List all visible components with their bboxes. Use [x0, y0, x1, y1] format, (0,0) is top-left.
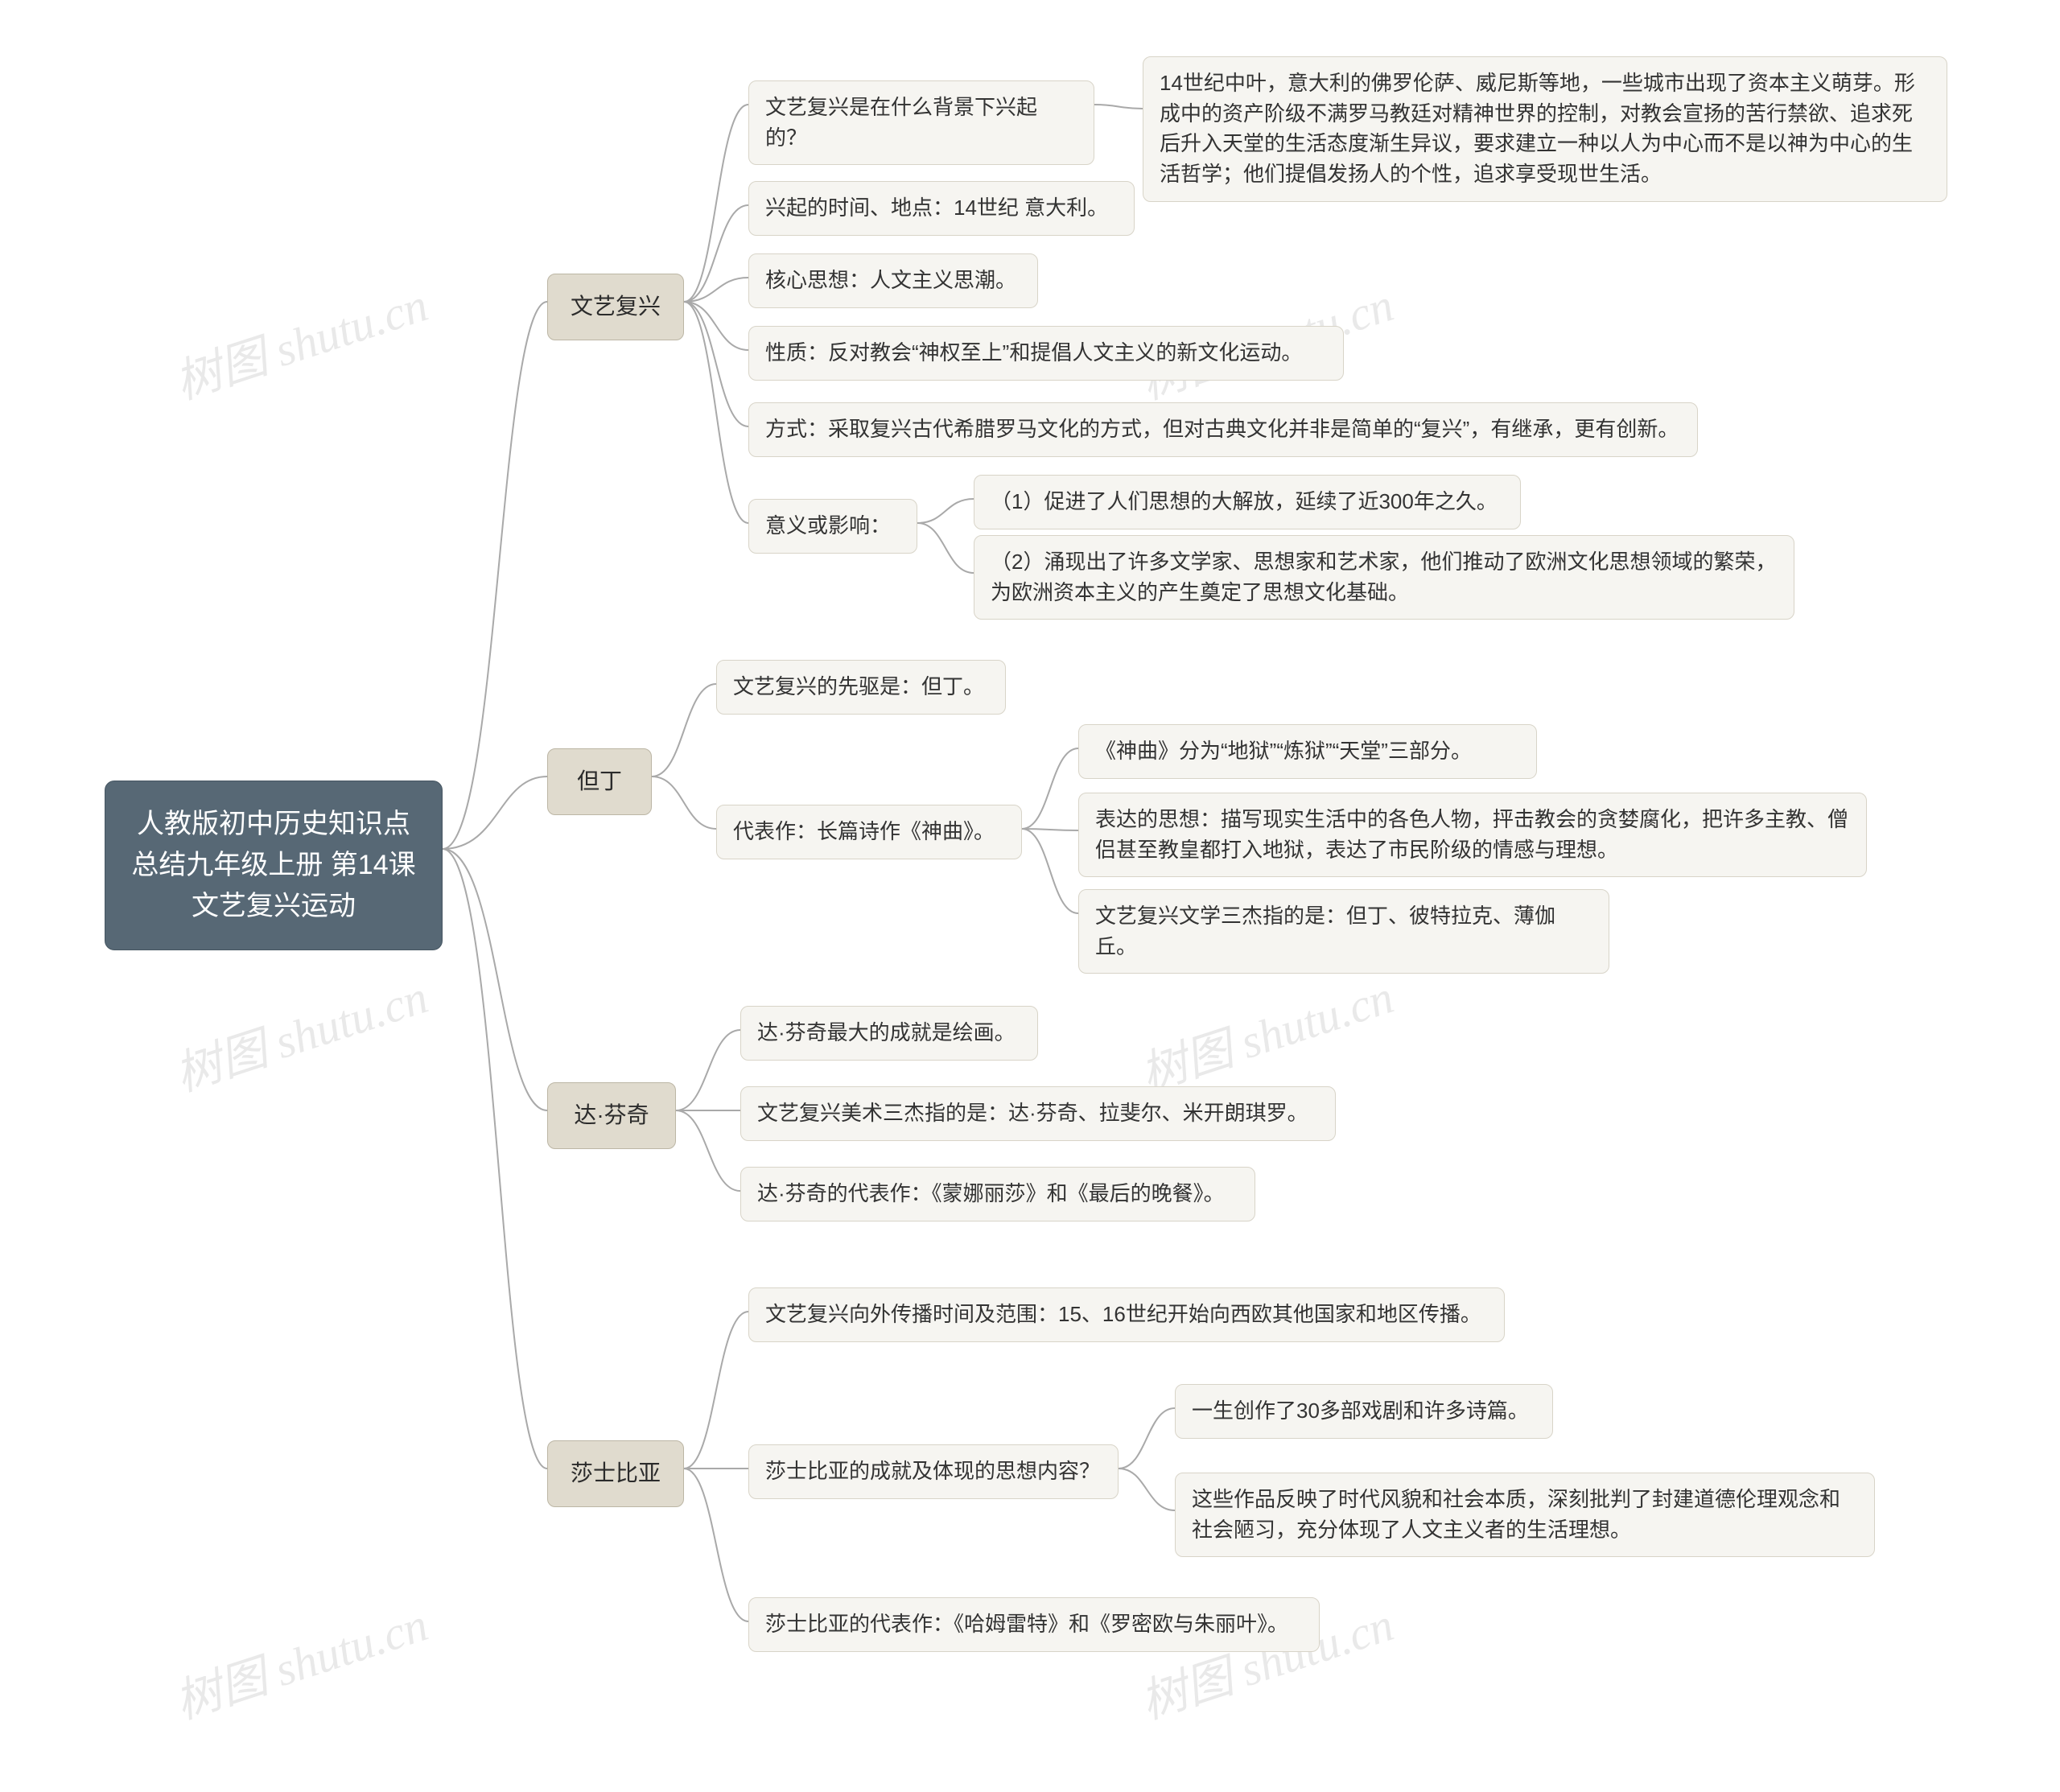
leaf-b1c3: 核心思想：人文主义思潮。 — [748, 253, 1038, 308]
leaf-b2c1: 文艺复兴的先驱是：但丁。 — [716, 660, 1006, 715]
leaf-b2c2b: 表达的思想：描写现实生活中的各色人物，抨击教会的贪婪腐化，把许多主教、僧侣甚至教… — [1078, 793, 1867, 877]
leaf-b4c3: 莎士比亚的代表作：《哈姆雷特》和《罗密欧与朱丽叶》。 — [748, 1597, 1320, 1652]
leaf-b4c2a: 一生创作了30多部戏剧和许多诗篇。 — [1175, 1384, 1553, 1439]
branch-shakespeare: 莎士比亚 — [547, 1440, 684, 1507]
leaf-b1c5: 方式：采取复兴古代希腊罗马文化的方式，但对古典文化并非是简单的“复兴”，有继承，… — [748, 402, 1698, 457]
leaf-b3c3: 达·芬奇的代表作：《蒙娜丽莎》和《最后的晚餐》。 — [740, 1167, 1255, 1221]
leaf-b1c6a: （1）促进了人们思想的大解放，延续了近300年之久。 — [974, 475, 1521, 529]
leaf-b2c2a: 《神曲》分为“地狱”“炼狱”“天堂”三部分。 — [1078, 724, 1537, 779]
branch-renaissance: 文艺复兴 — [547, 274, 684, 340]
leaf-b2c2: 代表作：长篇诗作《神曲》。 — [716, 805, 1022, 859]
branch-dante: 但丁 — [547, 748, 652, 815]
leaf-b1c6b: （2）涌现出了许多文学家、思想家和艺术家，他们推动了欧洲文化思想领域的繁荣，为欧… — [974, 535, 1794, 620]
branch-davinci: 达·芬奇 — [547, 1082, 676, 1149]
leaf-b1c1: 文艺复兴是在什么背景下兴起的？ — [748, 80, 1094, 165]
leaf-b4c2: 莎士比亚的成就及体现的思想内容？ — [748, 1444, 1119, 1499]
root-node: 人教版初中历史知识点总结九年级上册 第14课 文艺复兴运动 — [105, 781, 443, 950]
leaf-b2c2c: 文艺复兴文学三杰指的是：但丁、彼特拉克、薄伽丘。 — [1078, 889, 1609, 974]
leaf-b4c1: 文艺复兴向外传播时间及范围：15、16世纪开始向西欧其他国家和地区传播。 — [748, 1287, 1505, 1342]
leaf-b1c6: 意义或影响： — [748, 499, 917, 554]
leaf-b3c1: 达·芬奇最大的成就是绘画。 — [740, 1006, 1038, 1061]
watermark: 树图 shutu.cn — [165, 959, 435, 1104]
watermark: 树图 shutu.cn — [1131, 959, 1400, 1104]
watermark: 树图 shutu.cn — [165, 267, 435, 412]
watermark: 树图 shutu.cn — [165, 1587, 435, 1732]
leaf-b4c2b: 这些作品反映了时代风貌和社会本质，深刻批判了封建道德伦理观念和社会陋习，充分体现… — [1175, 1473, 1875, 1557]
leaf-b1c2: 兴起的时间、地点：14世纪 意大利。 — [748, 181, 1135, 236]
leaf-b1c1a: 14世纪中叶，意大利的佛罗伦萨、威尼斯等地，一些城市出现了资本主义萌芽。形成中的… — [1143, 56, 1947, 202]
leaf-b1c4: 性质：反对教会“神权至上”和提倡人文主义的新文化运动。 — [748, 326, 1344, 381]
leaf-b3c2: 文艺复兴美术三杰指的是：达·芬奇、拉斐尔、米开朗琪罗。 — [740, 1086, 1336, 1141]
